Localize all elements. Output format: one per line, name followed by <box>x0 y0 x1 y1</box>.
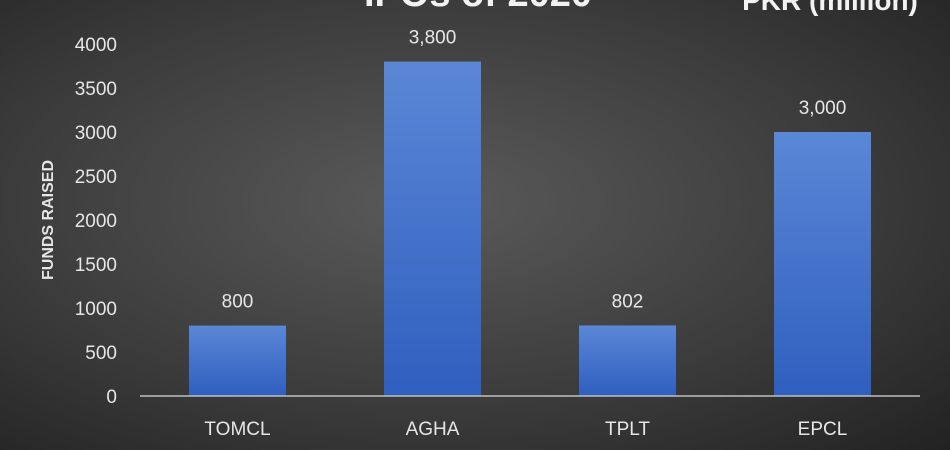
y-axis-label: FUNDS RAISED <box>40 160 57 280</box>
y-tick-label: 1500 <box>75 255 117 276</box>
data-label: 3,000 <box>799 98 847 119</box>
y-tick-label: 3000 <box>75 123 117 144</box>
data-label: 800 <box>222 292 254 313</box>
y-tick-label: 0 <box>106 387 117 408</box>
bar <box>579 325 676 396</box>
y-tick-label: 4000 <box>75 35 117 56</box>
bar <box>774 132 871 396</box>
data-label: 3,800 <box>409 28 457 49</box>
bar <box>189 325 286 396</box>
x-tick-label: TOMCL <box>204 419 270 440</box>
y-tick-label: 2500 <box>75 167 117 188</box>
y-tick-label: 2000 <box>75 211 117 232</box>
data-label: 802 <box>612 291 644 312</box>
x-tick-label: AGHA <box>406 419 460 440</box>
x-tick-label: TPLT <box>605 419 650 440</box>
y-tick-label: 3500 <box>75 79 117 100</box>
y-tick-label: 500 <box>85 343 117 364</box>
x-tick-label: EPCL <box>798 419 848 440</box>
y-tick-label: 1000 <box>75 299 117 320</box>
chart-subtitle: PKR (million) <box>742 0 918 16</box>
bar <box>384 61 481 396</box>
chart-title: IPOs of 2020 <box>364 0 592 15</box>
